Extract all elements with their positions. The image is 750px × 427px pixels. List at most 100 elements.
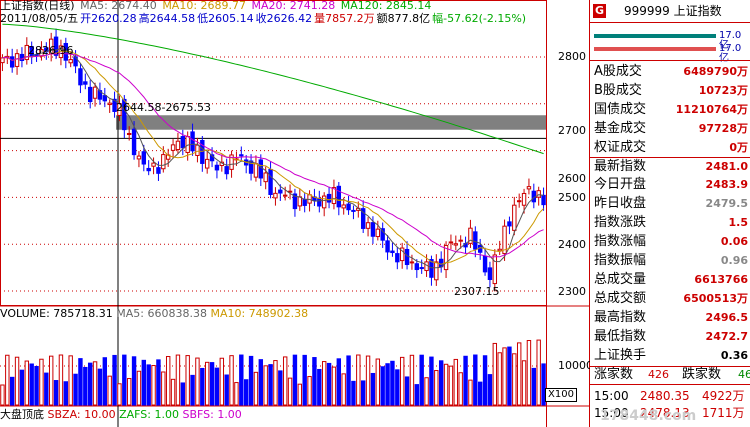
candle-body xyxy=(502,225,507,255)
volume-bar xyxy=(44,372,49,406)
volume-bar xyxy=(180,382,186,406)
candle-body xyxy=(326,193,332,203)
candle-body xyxy=(224,166,229,175)
volume-bar xyxy=(19,369,25,406)
price-tick: 2500 xyxy=(558,191,586,204)
volume-bar xyxy=(453,358,459,406)
candle-body xyxy=(512,204,517,231)
volume-bar xyxy=(292,354,298,406)
candle-body xyxy=(492,254,498,285)
volume-bar xyxy=(477,381,483,406)
candle-body xyxy=(131,128,137,156)
tick-time: 15:00 xyxy=(594,406,629,420)
volume-bar xyxy=(351,380,356,406)
volume-bar xyxy=(102,357,108,406)
low-label: 低2605.14 xyxy=(197,12,254,25)
security-code: 999999 上证指数 xyxy=(624,4,722,18)
quote-row-value: 6613766 xyxy=(694,272,748,286)
volume-bar xyxy=(341,373,346,406)
volume-bar xyxy=(141,359,147,406)
price-tick: 2700 xyxy=(558,124,586,137)
volume-bar xyxy=(34,365,39,406)
down-count-value: 46 xyxy=(738,368,750,381)
volume-bar xyxy=(502,347,507,406)
price-pane-frame xyxy=(0,0,547,306)
up-count-label: 涨家数 xyxy=(594,367,634,382)
ohlc-header: 2011/08/05/五 开2620.28 高2644.58 低2605.14 收262… xyxy=(0,13,528,25)
quote-row-value: 2496.5 xyxy=(705,310,748,324)
volume-bar xyxy=(360,380,366,406)
volume-bar xyxy=(39,358,44,406)
amount-label: 额877.8亿 xyxy=(376,12,431,25)
candle-body xyxy=(321,195,327,209)
candle-body xyxy=(443,244,449,271)
quote-row: 指数涨幅 0.06 xyxy=(592,233,750,250)
candle-body xyxy=(112,98,117,112)
volume-bar xyxy=(278,370,283,406)
candle-body xyxy=(200,139,205,164)
volume-bar xyxy=(375,358,381,406)
volume-bar xyxy=(395,369,400,406)
candle-body xyxy=(395,253,400,263)
candle-body xyxy=(190,131,195,152)
volume-bar xyxy=(117,383,122,406)
quote-row-label: 总成交量 xyxy=(594,271,647,287)
candle-body xyxy=(536,190,541,198)
volume-bar xyxy=(151,365,156,406)
volume-bar xyxy=(248,355,254,406)
date-label: 2011/08/05/五 xyxy=(0,12,79,25)
volume-bar xyxy=(492,342,498,406)
volume-bar xyxy=(170,378,176,406)
volume-bar xyxy=(438,360,444,406)
volume-bar xyxy=(419,354,424,406)
quote-row-value: 0.06 xyxy=(720,235,748,249)
quote-row-label: 总成交额 xyxy=(594,290,647,306)
quote-row-value: 11210764万 xyxy=(675,102,748,116)
candle-body xyxy=(29,46,34,57)
volume-bar xyxy=(214,367,220,406)
indicator-name: 大盘顶底 xyxy=(0,408,44,421)
volume-bar xyxy=(185,355,190,406)
candle-body xyxy=(107,102,112,106)
candle-body xyxy=(385,240,390,253)
breadth-row: 涨家数 426 跌家数 46 xyxy=(592,366,750,383)
code-tag[interactable]: G xyxy=(593,4,606,18)
candle-body xyxy=(146,167,151,172)
tick-volume: 4922万 xyxy=(702,389,745,403)
quote-row: 基金成交 97728万 xyxy=(592,120,750,137)
candle-body xyxy=(497,248,502,252)
quote-row-value: 2483.9 xyxy=(705,178,748,192)
volume-bar xyxy=(122,354,127,406)
volume-label: 量7857.2万 xyxy=(314,12,375,25)
candle-body xyxy=(516,200,522,203)
volume-bar xyxy=(434,370,439,406)
candle-body xyxy=(419,267,424,270)
quote-row-label: 今日开盘 xyxy=(594,177,647,193)
tick-price: 2478.13 xyxy=(640,406,690,420)
ma5-line xyxy=(2,47,544,269)
volume-bar xyxy=(468,379,473,406)
gap-band xyxy=(116,115,546,130)
candle-body xyxy=(278,189,283,194)
volume-scale-button[interactable]: X100 xyxy=(545,388,577,402)
candle-body xyxy=(0,57,5,64)
quote-row-label: 基金成交 xyxy=(594,120,647,136)
volume-bar xyxy=(224,374,229,406)
volume-bar xyxy=(219,357,225,406)
volume-header: VOLUME: 785718.31 MA5: 660838.38 MA10: 7… xyxy=(0,308,308,320)
sbfs-label: SBFS: 1.00 xyxy=(182,408,242,421)
candle-body xyxy=(458,239,463,242)
divider xyxy=(590,366,750,367)
volume-bar xyxy=(331,366,337,406)
candle-body xyxy=(126,132,132,135)
volume-bar xyxy=(229,355,234,406)
volume-bar xyxy=(448,365,454,406)
quote-row-label: 最低指数 xyxy=(594,328,647,344)
volume-bar xyxy=(190,374,195,406)
candle-body xyxy=(263,172,268,183)
volume-bar xyxy=(424,377,429,406)
open-label: 开2620.28 xyxy=(80,12,137,25)
volume-bar xyxy=(312,357,317,406)
volume-bar xyxy=(243,379,249,406)
kline-chart[interactable] xyxy=(0,0,590,427)
